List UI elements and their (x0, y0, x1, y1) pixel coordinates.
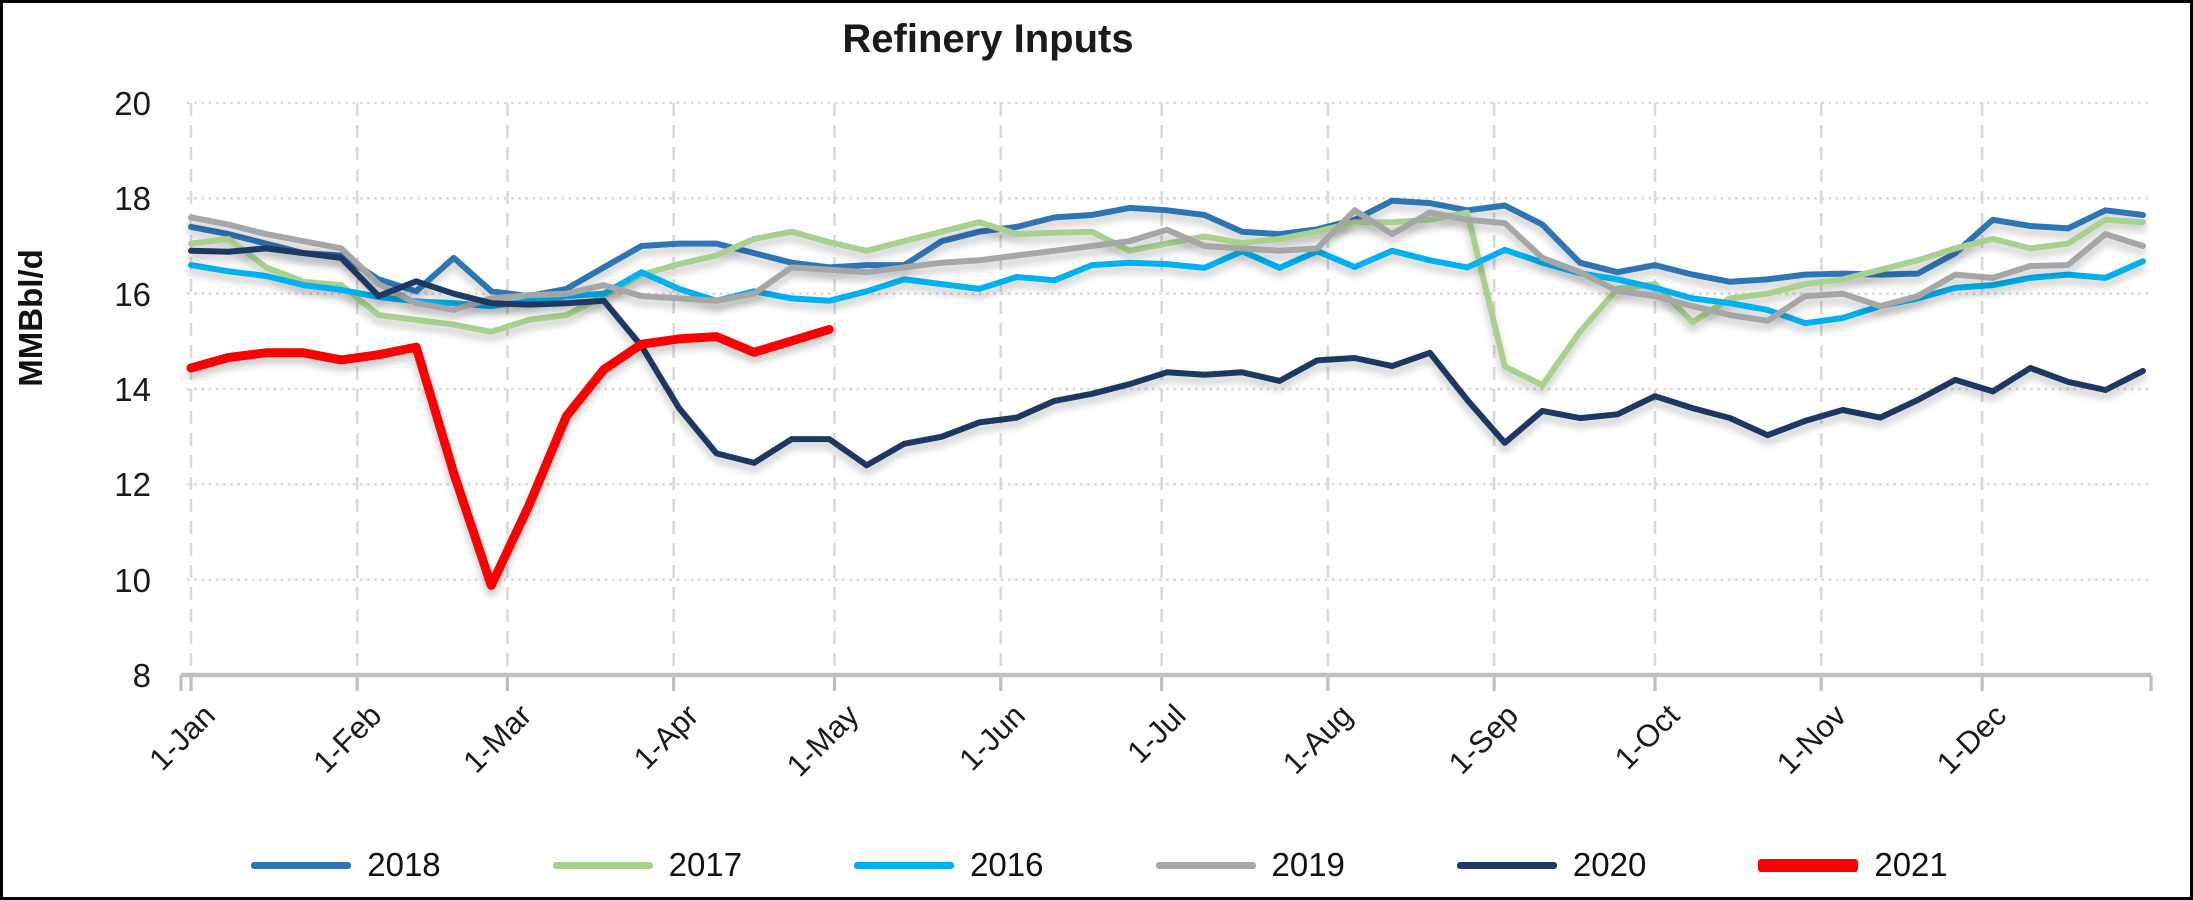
legend-swatch-2017 (552, 861, 653, 869)
y-tick-label-8: 8 (132, 657, 151, 694)
legend-item-2021: 2021 (1758, 846, 1948, 884)
legend-label-2020: 2020 (1572, 846, 1647, 883)
legend-swatch-2020 (1456, 861, 1557, 869)
y-tick-label-12: 12 (114, 466, 151, 504)
y-tick-label-14: 14 (114, 371, 151, 408)
y-tick-label-16: 16 (114, 275, 151, 313)
chart-title: Refinery Inputs (842, 17, 1134, 61)
y-tick-label-18: 18 (114, 180, 151, 218)
legend-item-2018: 2018 (251, 846, 441, 884)
series-line-2020 (188, 245, 2146, 469)
series-line-2017 (188, 209, 2146, 389)
legend-swatch-2016 (854, 861, 955, 869)
legend-item-2017: 2017 (552, 846, 743, 884)
legend-label-2021: 2021 (1874, 846, 1948, 883)
series-line-2018 (188, 197, 2146, 300)
legend-swatch-2018 (251, 861, 352, 869)
legend-swatch-2021 (1758, 858, 1859, 872)
chart-legend: 2018 2017 2016 2019 2020 2021 (3, 837, 2190, 893)
legend-item-2019: 2019 (1155, 846, 1345, 884)
legend-item-2020: 2020 (1456, 846, 1647, 884)
legend-label-2017: 2017 (668, 846, 743, 883)
y-tick-label-10: 10 (114, 561, 151, 599)
series-line-2021 (186, 324, 834, 590)
legend-label-2018: 2018 (367, 846, 441, 883)
series-line-2019 (188, 207, 2146, 324)
y-tick-label-20: 20 (114, 85, 151, 122)
legend-item-2016: 2016 (854, 846, 1044, 884)
plot-area (179, 101, 2153, 691)
legend-label-2019: 2019 (1271, 846, 1345, 883)
legend-label-2016: 2016 (970, 846, 1044, 883)
legend-swatch-2019 (1155, 861, 1256, 869)
